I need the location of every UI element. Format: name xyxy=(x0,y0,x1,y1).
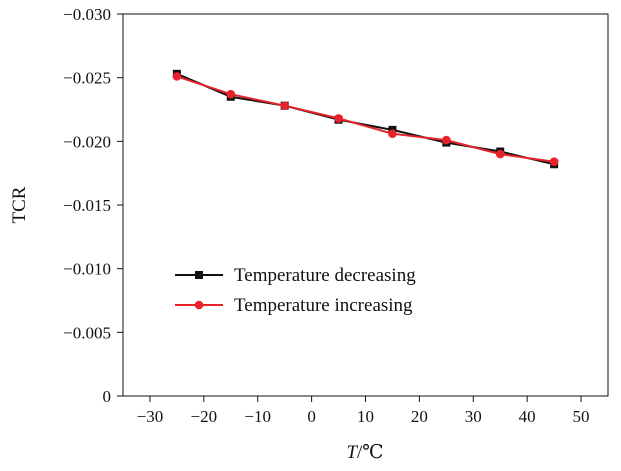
series-line xyxy=(176,72,555,166)
x-tick-label: −20 xyxy=(191,407,218,426)
y-tick-label: −0.020 xyxy=(63,132,111,151)
y-axis-label: TCR xyxy=(9,186,30,223)
y-tick-label: −0.025 xyxy=(63,69,111,88)
y-tick-label: −0.005 xyxy=(63,323,111,342)
data-point xyxy=(334,114,343,123)
legend-marker xyxy=(195,271,203,279)
x-axis-unit: /℃ xyxy=(357,442,384,463)
y-tick-label: −0.015 xyxy=(63,196,111,215)
x-tick-label: 40 xyxy=(519,407,536,426)
x-axis-variable: T xyxy=(346,442,358,463)
data-point xyxy=(280,101,289,110)
x-axis-label: T/℃ xyxy=(346,442,383,463)
series-2 xyxy=(172,72,559,167)
legend-label: Temperature decreasing xyxy=(234,265,416,286)
legend-item: Temperature increasing xyxy=(175,295,413,316)
legend-marker xyxy=(194,300,204,310)
x-tick-label: 10 xyxy=(357,407,374,426)
y-axis: 0 −0.005 −0.010 −0.015 −0.020 −0.025 −0.030 xyxy=(63,5,123,406)
legend-item: Temperature decreasing xyxy=(175,265,416,286)
series-line xyxy=(176,75,555,163)
series-layer xyxy=(172,69,559,169)
x-tick-label: −10 xyxy=(244,407,271,426)
x-tick-label: −30 xyxy=(137,407,164,426)
data-point xyxy=(442,135,451,145)
data-point xyxy=(172,72,182,81)
x-tick-label: 50 xyxy=(573,407,590,426)
x-axis: −30 −20 −10 0 10 20 30 40 50 xyxy=(137,396,590,426)
plot-frame xyxy=(122,13,609,397)
data-point xyxy=(388,129,397,138)
data-point xyxy=(226,89,236,99)
y-tick-label: 0 xyxy=(103,387,112,406)
x-tick-label: 0 xyxy=(307,407,316,426)
x-tick-label: 30 xyxy=(465,407,482,426)
data-point xyxy=(549,157,559,167)
y-tick-label: −0.030 xyxy=(63,5,111,24)
legend: Temperature decreasing Temperature increa… xyxy=(175,265,416,316)
data-point xyxy=(495,149,505,159)
legend-label: Temperature increasing xyxy=(234,295,413,316)
y-tick-label: −0.010 xyxy=(63,260,111,279)
x-tick-label: 20 xyxy=(411,407,428,426)
